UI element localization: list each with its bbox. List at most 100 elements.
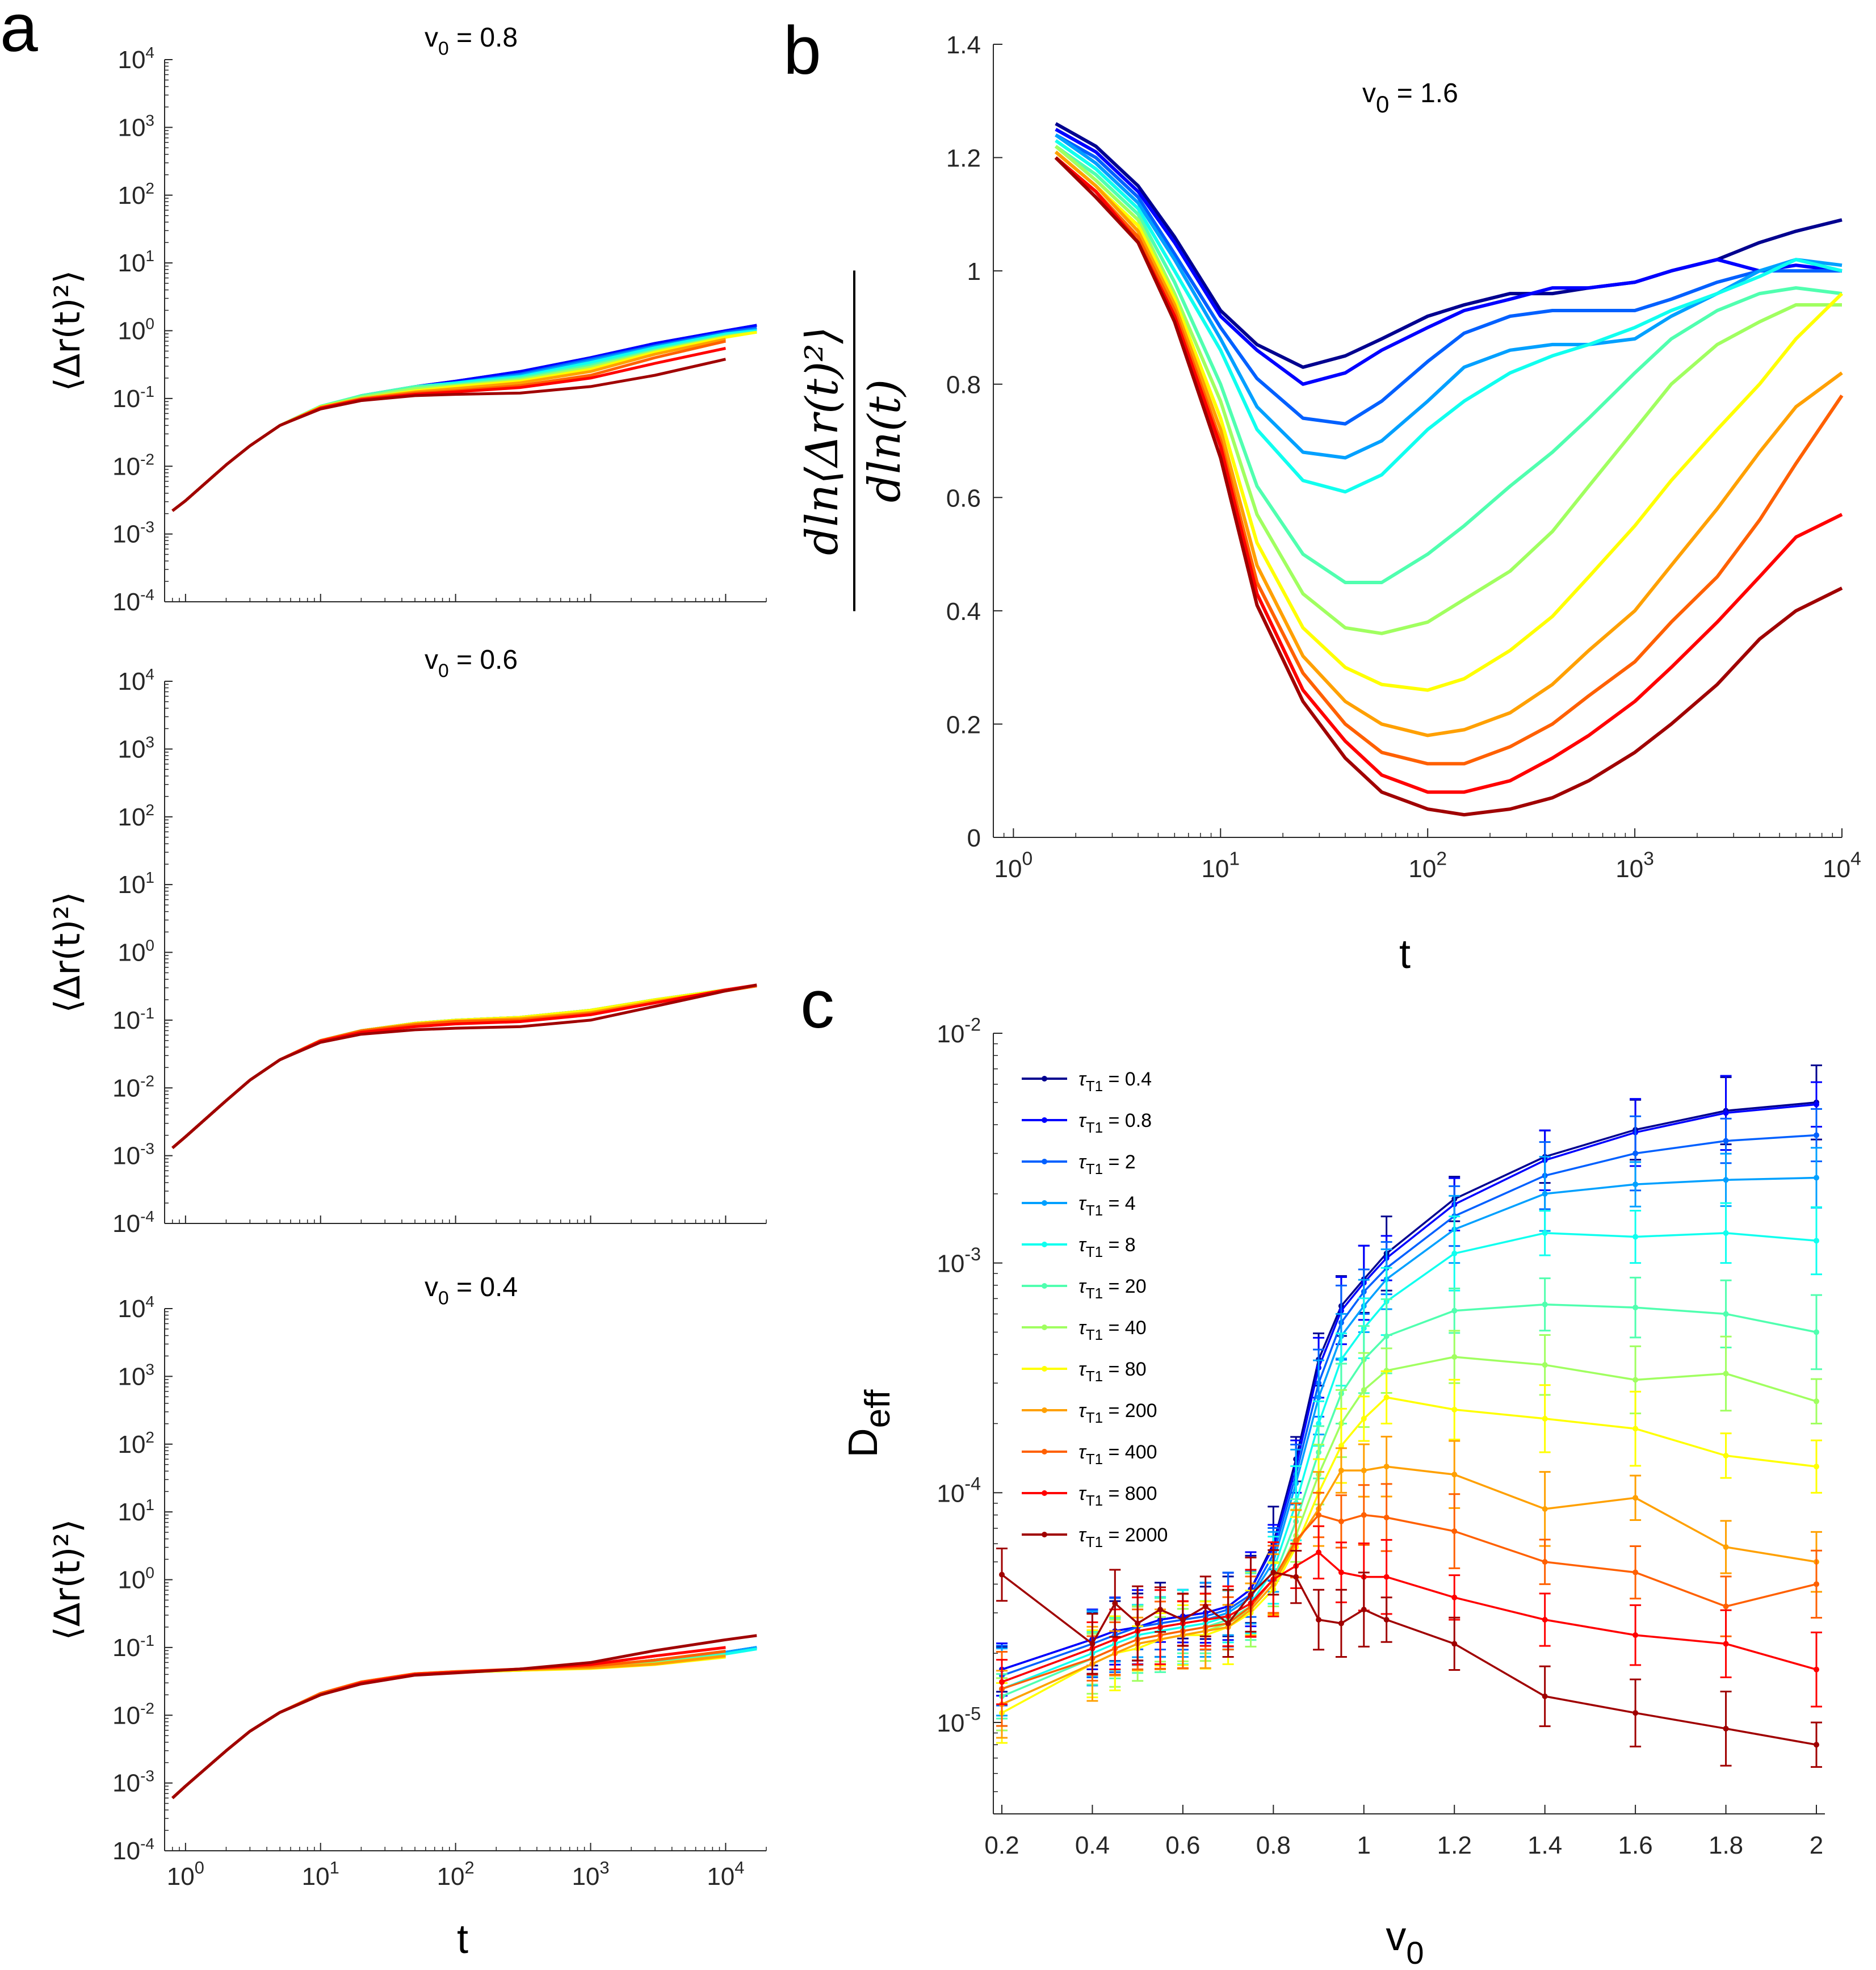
data-point	[1814, 1175, 1819, 1181]
series-line-12	[171, 1634, 757, 1799]
data-point	[1723, 1453, 1729, 1459]
legend-swatch-marker	[1042, 1200, 1047, 1206]
panel-c: 10-5 10-4 10-3 10-2 0.2 0.4 0.6 0.8 1 1.2 1.4 1.6 1.…	[841, 1014, 1825, 1970]
legend-entry: τT1 = 2000	[1078, 1524, 1168, 1550]
series-line-5	[171, 984, 757, 1149]
y-tick-label: 10-2	[937, 1014, 981, 1048]
data-point	[1451, 1307, 1458, 1314]
series-12	[996, 1547, 1822, 1768]
data-point	[1723, 1641, 1729, 1647]
series-line-9	[171, 984, 757, 1149]
data-point	[1338, 1468, 1344, 1474]
y-axis-label: ⟨Δr(t)²⟩	[47, 892, 88, 1013]
data-point	[1814, 1329, 1819, 1335]
y-axis-label-b: dln⟨Δr(t)²⟩ dln(t)	[797, 270, 910, 611]
x-tick-label: 2	[1810, 1831, 1823, 1859]
data-point	[1451, 1641, 1458, 1647]
y-tick-label: 10-4	[937, 1474, 981, 1508]
data-point	[1383, 1574, 1390, 1580]
data-point	[1814, 1581, 1819, 1587]
data-point	[1316, 1394, 1322, 1401]
data-point	[1542, 1362, 1548, 1368]
data-point	[1723, 1177, 1729, 1183]
series-line-1	[1055, 122, 1843, 369]
x-tick-label: 0.8	[1256, 1831, 1291, 1859]
legend-entry: τT1 = 40	[1078, 1317, 1147, 1343]
series-line-11	[1054, 156, 1843, 794]
data-point	[1225, 1620, 1231, 1627]
series-line-11	[1001, 1551, 1817, 1683]
x-axis-label-a: t	[457, 1917, 468, 1962]
data-point	[1632, 1305, 1639, 1311]
series-line-5	[171, 329, 757, 512]
series-line-6	[171, 984, 757, 1149]
data-point	[1723, 1230, 1729, 1236]
data-point	[1723, 1725, 1729, 1732]
data-point	[1542, 1506, 1548, 1512]
data-point	[1383, 1464, 1390, 1470]
y-tick-label: 10-4	[112, 1208, 154, 1238]
series-line-10	[1054, 156, 1844, 766]
series-line-5	[1055, 139, 1843, 494]
y-tick-label: 103	[117, 1360, 154, 1390]
x-tick-label: 1	[1357, 1831, 1371, 1859]
data-point	[1814, 1101, 1819, 1108]
series-9	[996, 1435, 1822, 1739]
series-line-2	[171, 984, 757, 1149]
x-tick-label: 101	[302, 1858, 339, 1891]
subplot-a-1: 10-4 10-3 10-2 10-1 100 101 102 103 104 v0 = 0.8 ⟨…	[47, 23, 767, 616]
legend-swatch-marker	[1042, 1366, 1047, 1372]
x-tick-label: 103	[1615, 848, 1654, 883]
subplot-title: v0 = 0.6	[425, 645, 518, 681]
series-line-12	[1001, 1571, 1817, 1746]
data-point	[1383, 1514, 1390, 1520]
data-point	[1112, 1600, 1118, 1607]
series-line-5	[1001, 1232, 1817, 1690]
x-tick-label: 1.2	[1437, 1831, 1472, 1859]
legend-entry: τT1 = 8	[1078, 1234, 1136, 1260]
series-line-6	[1055, 145, 1843, 584]
legend: τT1 = 0.4 τT1 = 0.8 τT1 = 2 τT1 = 4 τT1 = 8 τ…	[1022, 1068, 1168, 1550]
data-point	[1451, 1406, 1458, 1412]
legend-swatch-marker	[1042, 1242, 1047, 1247]
data-point	[1542, 1230, 1548, 1236]
series-line-7	[171, 984, 757, 1149]
x-tick-label: 1.8	[1709, 1831, 1743, 1859]
data-point	[1112, 1636, 1118, 1642]
data-point	[1542, 1617, 1548, 1623]
x-tick-label: 0.6	[1165, 1831, 1200, 1859]
x-tick-label: 103	[572, 1858, 609, 1891]
data-point	[1632, 1377, 1639, 1383]
legend-entry: τT1 = 800	[1078, 1483, 1157, 1509]
panel-b-label: b	[783, 12, 821, 89]
y-tick-label: 10-2	[112, 1072, 154, 1102]
series-line-4	[171, 328, 757, 512]
y-tick-label: 10-4	[112, 1835, 154, 1865]
x-axis-label-c: v0	[1386, 1914, 1424, 1970]
x-tick-label: 104	[1823, 848, 1861, 883]
y-tick-label: 0.2	[946, 711, 981, 739]
data-point	[1814, 1132, 1819, 1138]
x-tick-label: 100	[167, 1858, 204, 1891]
x-tick-label: 104	[707, 1858, 744, 1891]
legend-swatch-marker	[1042, 1117, 1047, 1123]
legend-entry: τT1 = 80	[1078, 1359, 1147, 1385]
series-line-11	[171, 983, 757, 1149]
legend-swatch-marker	[1042, 1283, 1047, 1289]
y-tick-label: 10-5	[937, 1703, 981, 1737]
data-point	[1451, 1472, 1458, 1478]
data-point	[1361, 1468, 1367, 1474]
data-point	[1338, 1356, 1344, 1363]
y-tick-label: 10-3	[112, 518, 154, 548]
data-point	[1202, 1603, 1208, 1609]
panel-b-annotation: v0 = 1.6	[1362, 78, 1458, 118]
y-tick-label: 10-1	[112, 1632, 154, 1662]
legend-swatch-marker	[1042, 1490, 1047, 1496]
y-tick-label: 10-4	[112, 586, 154, 616]
series-line-3	[1055, 133, 1842, 426]
data-point	[1632, 1150, 1639, 1156]
data-point	[1451, 1354, 1458, 1360]
series-line-8	[1054, 150, 1844, 692]
legend-swatch-marker	[1042, 1324, 1047, 1330]
series-line-12	[171, 983, 757, 1149]
